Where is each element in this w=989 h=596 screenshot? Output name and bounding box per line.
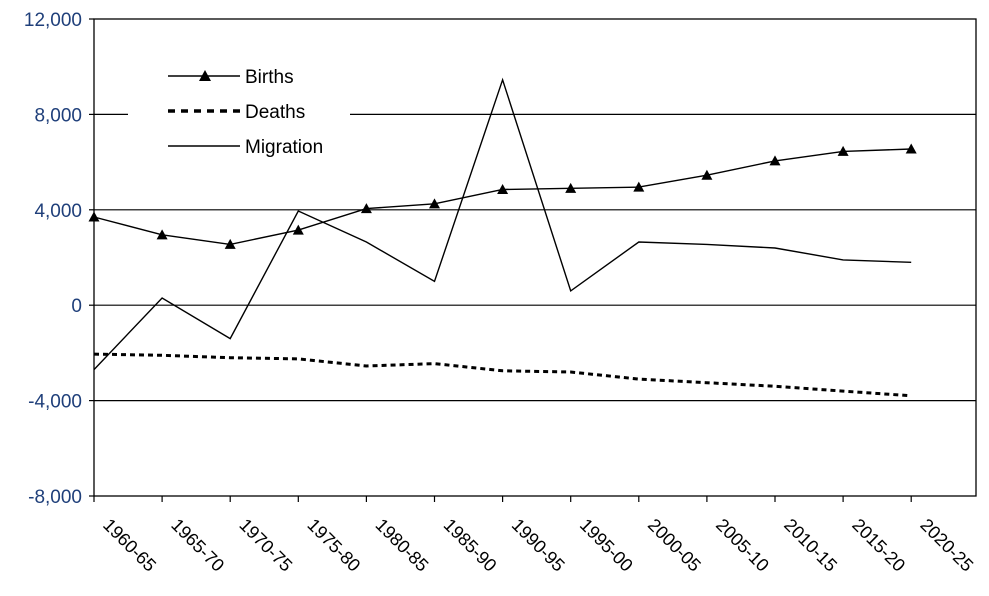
x-tick-label: 1980-85 [372,515,433,576]
y-tick-label: 4,000 [34,201,82,222]
data-series [88,77,917,398]
births-point-marker [837,145,849,156]
x-tick-label: 1990-95 [508,515,569,576]
plot-area-frame [93,18,977,497]
births-point-marker [565,182,577,193]
births-point-marker [224,238,236,249]
births-point-marker [88,211,100,222]
x-tick-label: 2005-10 [712,515,773,576]
gridlines [94,113,976,402]
x-tick-label: 1970-75 [235,515,296,576]
births-point-marker [156,229,168,240]
y-axis-tick-labels: 12,000 8,000 4,000 0 -4,000 -8,000 [24,10,94,508]
series-line-deaths [93,352,912,398]
y-tick-label: 8,000 [34,105,82,126]
x-tick-label: 1995-00 [576,515,637,576]
births-point-marker [633,181,645,192]
series-births [88,143,917,249]
legend: Births Deaths Migration [168,67,323,158]
legend-label-births: Births [245,67,294,88]
births-point-marker [292,224,304,235]
x-tick-label: 2000-05 [644,515,705,576]
x-axis-tick-labels: 1960-65 1965-70 1970-75 1975-80 1980-85 1985-… [99,515,977,576]
legend-label-deaths: Deaths [245,102,305,123]
births-point-marker [701,169,713,180]
legend-marker-births [199,70,211,81]
x-tick-label: 2010-15 [780,515,841,576]
x-tick-label: 2015-20 [848,515,909,576]
series-migration [93,77,912,371]
x-tick-label: 1975-80 [303,515,364,576]
births-point-marker [769,155,781,166]
y-tick-label: -4,000 [28,392,82,413]
y-tick-label: -8,000 [28,487,82,508]
x-tick-label: 1985-90 [440,515,501,576]
x-tick-label: 1960-65 [99,515,160,576]
births-point-marker [360,203,372,214]
series-line-migration [93,77,912,371]
x-axis-ticks [93,496,912,502]
births-point-marker [905,143,917,154]
births-point-marker [429,198,440,209]
series-line-births [93,148,912,246]
y-tick-label: 0 [71,296,82,317]
y-tick-label: 12,000 [24,10,82,31]
x-tick-label: 2020-25 [916,515,977,576]
births-point-marker [497,184,509,195]
series-deaths [93,352,912,398]
legend-label-migration: Migration [245,137,323,158]
x-tick-label: 1965-70 [167,515,228,576]
